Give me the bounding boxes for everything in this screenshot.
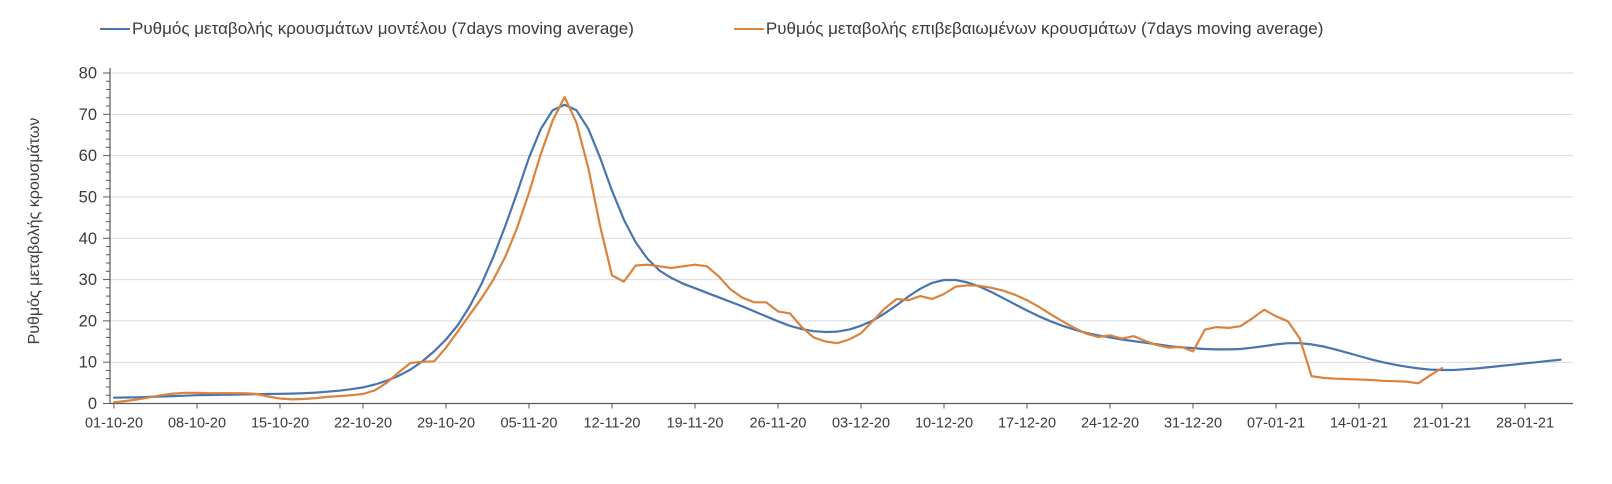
- legend-label-model: Ρυθμός μεταβολής κρουσμάτων μοντέλου (7d…: [132, 19, 634, 38]
- x-tick-label: 29-10-20: [417, 416, 475, 432]
- x-tick-label: 08-10-20: [168, 416, 226, 432]
- chart-legend: Ρυθμός μεταβολής κρουσμάτων μοντέλου (7d…: [100, 19, 1323, 39]
- y-tick-label: 80: [79, 65, 97, 83]
- x-tick-label: 14-01-21: [1330, 416, 1388, 432]
- x-tick-label: 22-10-20: [334, 416, 392, 432]
- y-tick-label: 40: [79, 230, 97, 248]
- x-tick-label: 28-01-21: [1496, 416, 1554, 432]
- y-tick-label: 10: [79, 354, 97, 372]
- x-tick-label: 01-10-20: [85, 416, 143, 432]
- x-tick-label: 05-11-20: [501, 416, 558, 432]
- x-tick-label: 15-10-20: [251, 416, 309, 432]
- y-tick-label: 20: [79, 312, 97, 330]
- x-tick-label: 03-12-20: [832, 416, 890, 432]
- x-tick-label: 21-01-21: [1413, 416, 1471, 432]
- x-tick-label: 24-12-20: [1081, 416, 1139, 432]
- series-line-1: [112, 95, 1444, 404]
- y-axis-title: Ρυθμός μεταβολής κρουσμάτων: [26, 117, 43, 345]
- legend-label-confirmed: Ρυθμός μεταβολής επιβεβαιωμένων κρουσμάτ…: [765, 19, 1324, 38]
- x-tick-label: 12-11-20: [584, 416, 641, 432]
- series-line-0: [112, 103, 1562, 399]
- y-tick-label: 30: [79, 271, 97, 289]
- x-tick-label: 31-12-20: [1164, 416, 1222, 432]
- legend-line-confirmed-icon: [733, 27, 764, 31]
- legend-item-confirmed: Ρυθμός μεταβολής επιβεβαιωμένων κρουσμάτ…: [733, 19, 1324, 39]
- x-tick-label: 19-11-20: [667, 416, 724, 432]
- y-tick-label: 0: [88, 395, 97, 413]
- legend-item-model: Ρυθμός μεταβολής κρουσμάτων μοντέλου (7d…: [100, 19, 634, 39]
- x-tick-label: 26-11-20: [750, 416, 807, 432]
- x-tick-label: 07-01-21: [1247, 416, 1305, 432]
- y-tick-label: 60: [79, 147, 97, 165]
- x-tick-label: 10-12-20: [915, 416, 973, 432]
- y-tick-label: 50: [79, 188, 97, 206]
- legend-line-model-icon: [100, 27, 130, 31]
- y-tick-label: 70: [79, 106, 97, 124]
- x-tick-label: 17-12-20: [998, 416, 1056, 432]
